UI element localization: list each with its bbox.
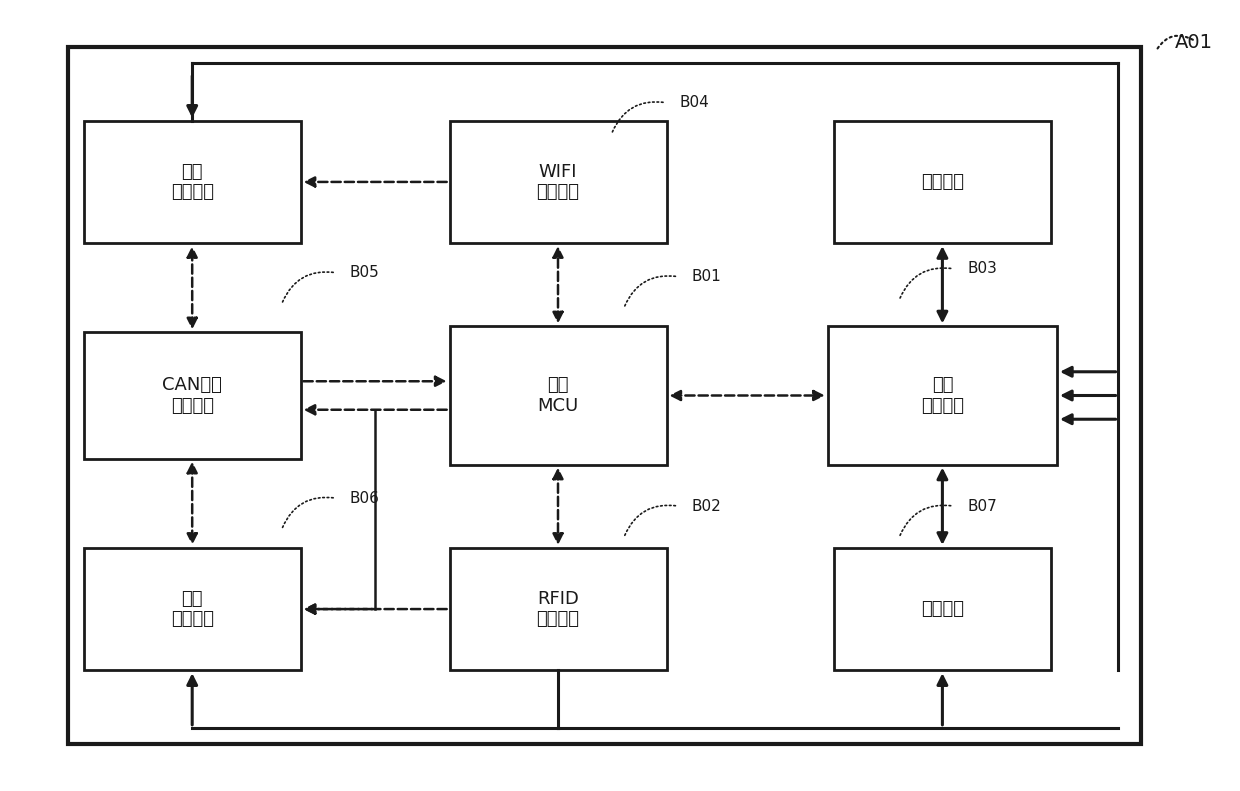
Text: B05: B05 — [350, 266, 379, 280]
Bar — [84, 120, 300, 244]
Text: 扩展
输出接口: 扩展 输出接口 — [171, 589, 213, 629]
Text: 读写天线: 读写天线 — [921, 600, 963, 618]
Text: 射频
控制单元: 射频 控制单元 — [921, 376, 963, 415]
Text: B06: B06 — [350, 491, 379, 505]
Text: WIFI
传输单元: WIFI 传输单元 — [537, 162, 579, 202]
Text: CAN总线
收发单元: CAN总线 收发单元 — [162, 376, 222, 415]
Text: RFID
读写单元: RFID 读写单元 — [537, 589, 579, 629]
Bar — [84, 547, 300, 671]
Text: B07: B07 — [967, 499, 997, 513]
Bar — [450, 327, 667, 465]
Bar — [450, 547, 667, 671]
Bar — [833, 547, 1050, 671]
Text: A01: A01 — [1174, 33, 1213, 52]
Text: 主控
MCU: 主控 MCU — [537, 376, 579, 415]
Text: 读写天线: 读写天线 — [921, 173, 963, 191]
Text: 扩展
输出接口: 扩展 输出接口 — [171, 162, 213, 202]
Text: B03: B03 — [967, 262, 997, 276]
Bar — [833, 120, 1050, 244]
Text: B04: B04 — [680, 96, 709, 110]
Bar — [828, 327, 1056, 465]
Text: B02: B02 — [692, 499, 722, 513]
Bar — [68, 47, 1141, 744]
Bar — [450, 120, 667, 244]
Text: B01: B01 — [692, 270, 722, 284]
Bar — [84, 332, 300, 459]
